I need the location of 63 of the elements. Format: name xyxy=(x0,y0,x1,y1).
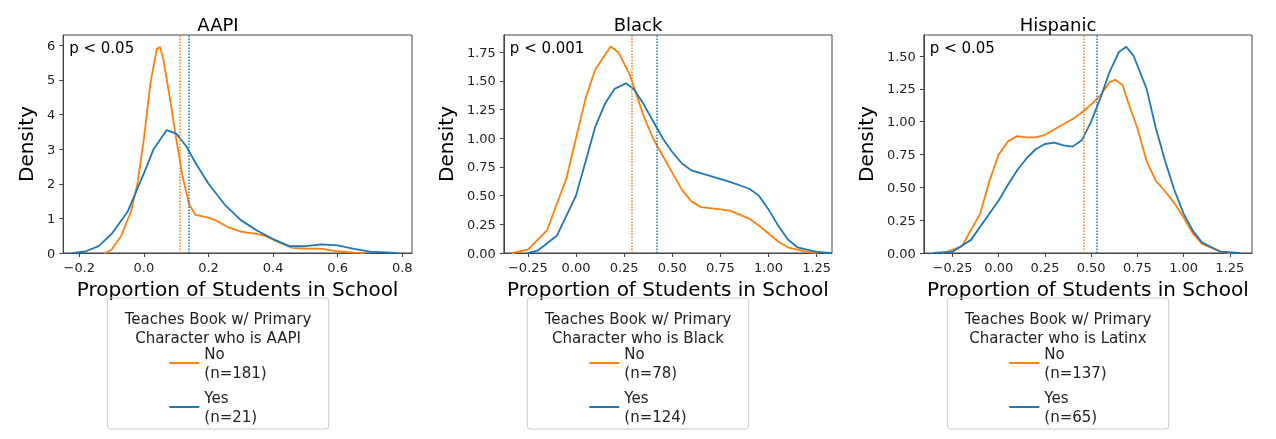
y-tick-label: 1.50 xyxy=(886,48,916,64)
x-tick-label: 0.0 xyxy=(133,260,155,275)
x-tick-label: 0.75 xyxy=(1122,260,1152,275)
x-axis-title: Proportion of Students in School xyxy=(507,276,829,301)
y-tick-label: 0.75 xyxy=(886,147,916,163)
y-tick-label: 1.50 xyxy=(466,73,496,89)
x-tick-label: 1.00 xyxy=(1169,260,1199,275)
x-axis-title: Proportion of Students in School xyxy=(927,276,1249,301)
chart-title: AAPI xyxy=(197,13,239,35)
y-tick-label: 1 xyxy=(46,210,56,226)
y-tick-label: 1.75 xyxy=(466,44,496,60)
legend-title: Teaches Book w/ Primary Character who is AAPI xyxy=(123,309,312,347)
y-tick-label: 3 xyxy=(46,141,56,157)
x-tick-label: 0.75 xyxy=(705,260,735,275)
x-tick-label: 1.25 xyxy=(802,260,832,275)
x-tick-label: 0.50 xyxy=(657,260,687,275)
legend-title: Teaches Book w/ Primary Character who is Latinx xyxy=(963,309,1152,347)
y-axis-title: Density xyxy=(854,105,878,183)
y-tick-label: 0.25 xyxy=(886,212,916,228)
y-tick-label: 4 xyxy=(46,107,56,123)
legend-label: No (n=181) xyxy=(204,344,267,382)
x-tick-label: 0.25 xyxy=(1030,260,1060,275)
y-tick-label: 0.00 xyxy=(466,245,496,261)
legend-label: Yes (n=21) xyxy=(203,388,258,426)
y-tick-label: 1.00 xyxy=(886,114,916,130)
legend-title: Teaches Book w/ Primary Character who is Black xyxy=(543,309,732,347)
x-tick-label: 0.4 xyxy=(262,260,284,275)
y-tick-label: 0.50 xyxy=(886,179,916,195)
y-tick-label: 0.50 xyxy=(466,188,496,204)
x-tick-label: 0.00 xyxy=(561,260,591,275)
y-tick-label: 6 xyxy=(46,37,56,53)
annotation: p < 0.05 xyxy=(69,38,135,57)
y-tick-label: 1.25 xyxy=(466,102,496,118)
chart-title: Hispanic xyxy=(1019,13,1097,35)
y-tick-label: 0.00 xyxy=(886,245,916,261)
x-tick-label: 0.8 xyxy=(391,260,413,275)
chart-title: Black xyxy=(613,13,663,35)
legend-label: Yes (n=65) xyxy=(1043,388,1098,426)
y-tick-label: 0.25 xyxy=(466,216,496,232)
x-tick-label: 0.25 xyxy=(609,260,639,275)
legend-label: No (n=137) xyxy=(1044,344,1107,382)
y-tick-label: 5 xyxy=(46,72,56,88)
annotation: p < 0.001 xyxy=(509,38,585,57)
x-tick-label: −0.25 xyxy=(507,260,548,275)
y-tick-label: 0 xyxy=(46,245,56,261)
y-tick-label: 0.75 xyxy=(466,159,496,175)
x-tick-label: 0.00 xyxy=(984,260,1014,275)
y-tick-label: 1.25 xyxy=(886,81,916,97)
x-axis-title: Proportion of Students in School xyxy=(76,276,399,301)
x-tick-label: −0.25 xyxy=(932,260,973,275)
y-tick-label: 2 xyxy=(46,176,56,192)
legend-label: Yes (n=124) xyxy=(623,388,687,426)
x-tick-label: 0.50 xyxy=(1076,260,1106,275)
y-axis-title: Density xyxy=(14,105,38,183)
x-tick-label: 1.25 xyxy=(1215,260,1245,275)
y-axis-title: Density xyxy=(434,105,458,183)
y-tick-label: 1.00 xyxy=(466,130,496,146)
legend-label: No (n=78) xyxy=(624,344,678,382)
annotation: p < 0.05 xyxy=(929,38,995,57)
x-tick-label: 1.00 xyxy=(754,260,783,275)
x-tick-label: 0.2 xyxy=(198,260,219,275)
x-tick-label: −0.2 xyxy=(63,260,96,275)
x-tick-label: 0.6 xyxy=(327,260,349,275)
